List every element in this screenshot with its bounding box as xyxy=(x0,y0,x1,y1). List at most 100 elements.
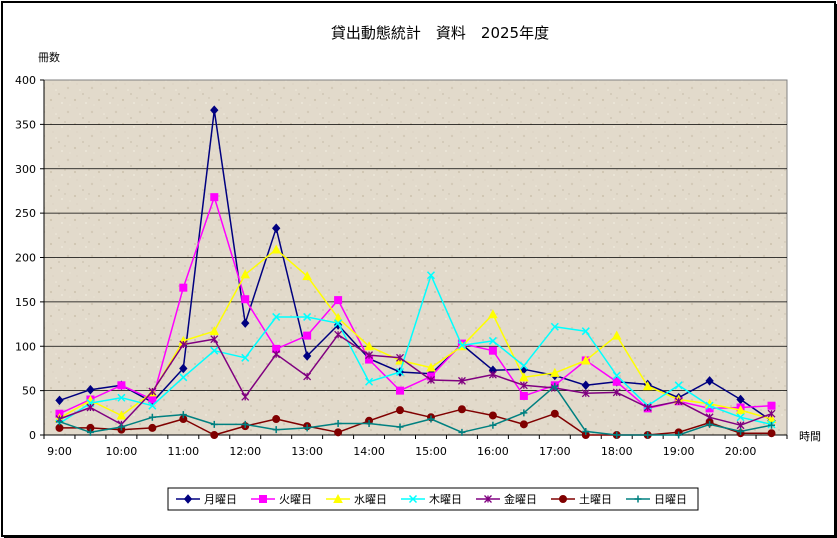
data-point xyxy=(303,424,311,432)
data-point xyxy=(117,381,126,390)
data-point xyxy=(457,376,466,385)
data-point xyxy=(736,421,745,430)
legend-item: 日曜日 xyxy=(626,493,687,506)
x-tick-label: 17:00 xyxy=(539,445,571,458)
data-point xyxy=(520,409,528,417)
legend-item: 木曜日 xyxy=(401,493,462,506)
data-point xyxy=(333,312,343,322)
data-point xyxy=(458,428,466,436)
y-axis-unit: 冊数 xyxy=(38,51,60,64)
data-point xyxy=(642,381,653,391)
legend-label: 土曜日 xyxy=(579,493,612,506)
data-point xyxy=(549,367,560,377)
x-tick-label: 14:00 xyxy=(353,445,385,458)
data-point xyxy=(581,327,590,336)
data-point xyxy=(735,405,746,415)
data-point xyxy=(365,351,374,360)
data-point xyxy=(117,423,125,431)
data-point xyxy=(613,431,621,439)
series-group xyxy=(54,105,777,439)
x-tick-label: 9:00 xyxy=(47,445,72,458)
data-point xyxy=(179,363,188,374)
y-tick-label: 350 xyxy=(15,118,36,131)
data-point xyxy=(643,403,652,412)
data-point xyxy=(581,389,590,398)
series-line xyxy=(59,248,772,420)
x-tick-label: 12:00 xyxy=(229,445,261,458)
data-point xyxy=(396,353,404,362)
data-point xyxy=(550,409,559,418)
data-point xyxy=(488,370,497,379)
data-point xyxy=(272,350,281,359)
data-point xyxy=(706,420,714,428)
data-point xyxy=(519,420,528,429)
data-point xyxy=(767,401,776,410)
data-point xyxy=(148,413,156,421)
data-point xyxy=(86,428,94,436)
legend-label: 日曜日 xyxy=(654,493,687,506)
y-tick-label: 100 xyxy=(15,340,36,353)
data-point xyxy=(148,395,157,404)
y-tick-label: 200 xyxy=(15,252,36,265)
legend-marker xyxy=(634,495,642,503)
data-point xyxy=(488,346,497,355)
chart-title: 貸出動態統計 資料 2025年度 xyxy=(331,24,549,42)
x-tick-label: 11:00 xyxy=(167,445,199,458)
legend-item: 水曜日 xyxy=(326,493,387,506)
data-point xyxy=(303,331,312,340)
data-point xyxy=(396,423,404,431)
data-point xyxy=(179,411,187,419)
series-3 xyxy=(55,271,776,429)
y-tick-label: 0 xyxy=(29,429,36,442)
data-point xyxy=(551,382,559,390)
data-point xyxy=(210,346,219,355)
data-point xyxy=(519,391,528,400)
data-point xyxy=(272,415,281,424)
data-point xyxy=(611,330,622,340)
y-tick-label: 400 xyxy=(15,74,36,87)
legend-label: 金曜日 xyxy=(504,492,537,506)
x-tick-label: 16:00 xyxy=(477,445,509,458)
data-point xyxy=(519,381,528,390)
data-point xyxy=(488,336,497,345)
data-point xyxy=(674,397,683,406)
data-point xyxy=(210,431,219,439)
data-point xyxy=(271,244,282,254)
data-point xyxy=(334,319,343,328)
data-point xyxy=(582,427,590,435)
data-point xyxy=(55,395,64,406)
data-point xyxy=(241,318,250,328)
series-line xyxy=(59,385,772,436)
data-point xyxy=(303,372,312,381)
data-point xyxy=(272,312,281,321)
data-point xyxy=(767,429,776,438)
data-point xyxy=(209,326,220,336)
data-point xyxy=(272,426,280,434)
series-line xyxy=(59,109,772,422)
x-tick-label: 13:00 xyxy=(291,445,323,458)
data-point xyxy=(488,411,497,420)
data-point xyxy=(426,271,436,280)
data-point xyxy=(519,372,529,382)
data-point xyxy=(241,420,249,428)
data-point xyxy=(705,376,714,386)
data-point xyxy=(302,271,312,281)
series-line xyxy=(59,274,772,426)
data-point xyxy=(334,419,342,427)
data-point xyxy=(210,335,219,344)
data-point xyxy=(612,371,621,380)
data-point xyxy=(210,105,219,115)
y-tick-label: 50 xyxy=(22,385,36,398)
data-point xyxy=(581,380,590,391)
data-point xyxy=(457,341,466,350)
data-point xyxy=(179,283,188,292)
legend-label: 水曜日 xyxy=(354,493,387,506)
legend-marker xyxy=(333,493,343,503)
data-point xyxy=(334,296,343,305)
legend-label: 火曜日 xyxy=(279,493,312,506)
x-tick-label: 19:00 xyxy=(663,445,695,458)
x-tick-label: 20:00 xyxy=(725,445,757,458)
data-point xyxy=(86,384,95,395)
data-point xyxy=(179,340,188,349)
data-point xyxy=(427,376,435,384)
